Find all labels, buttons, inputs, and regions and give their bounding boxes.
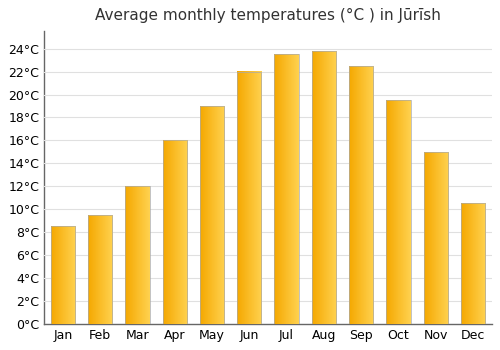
Title: Average monthly temperatures (°C ) in Jūrīsh: Average monthly temperatures (°C ) in Jū… <box>95 8 441 23</box>
Bar <box>424 152 448 324</box>
Bar <box>200 106 224 324</box>
Bar <box>386 100 410 324</box>
Bar <box>274 54 298 324</box>
Bar <box>237 72 262 324</box>
Bar <box>50 226 75 324</box>
Bar <box>88 215 112 324</box>
Bar <box>126 186 150 324</box>
Bar <box>312 51 336 324</box>
Bar <box>162 140 187 324</box>
Bar <box>349 66 374 324</box>
Bar <box>461 203 485 324</box>
